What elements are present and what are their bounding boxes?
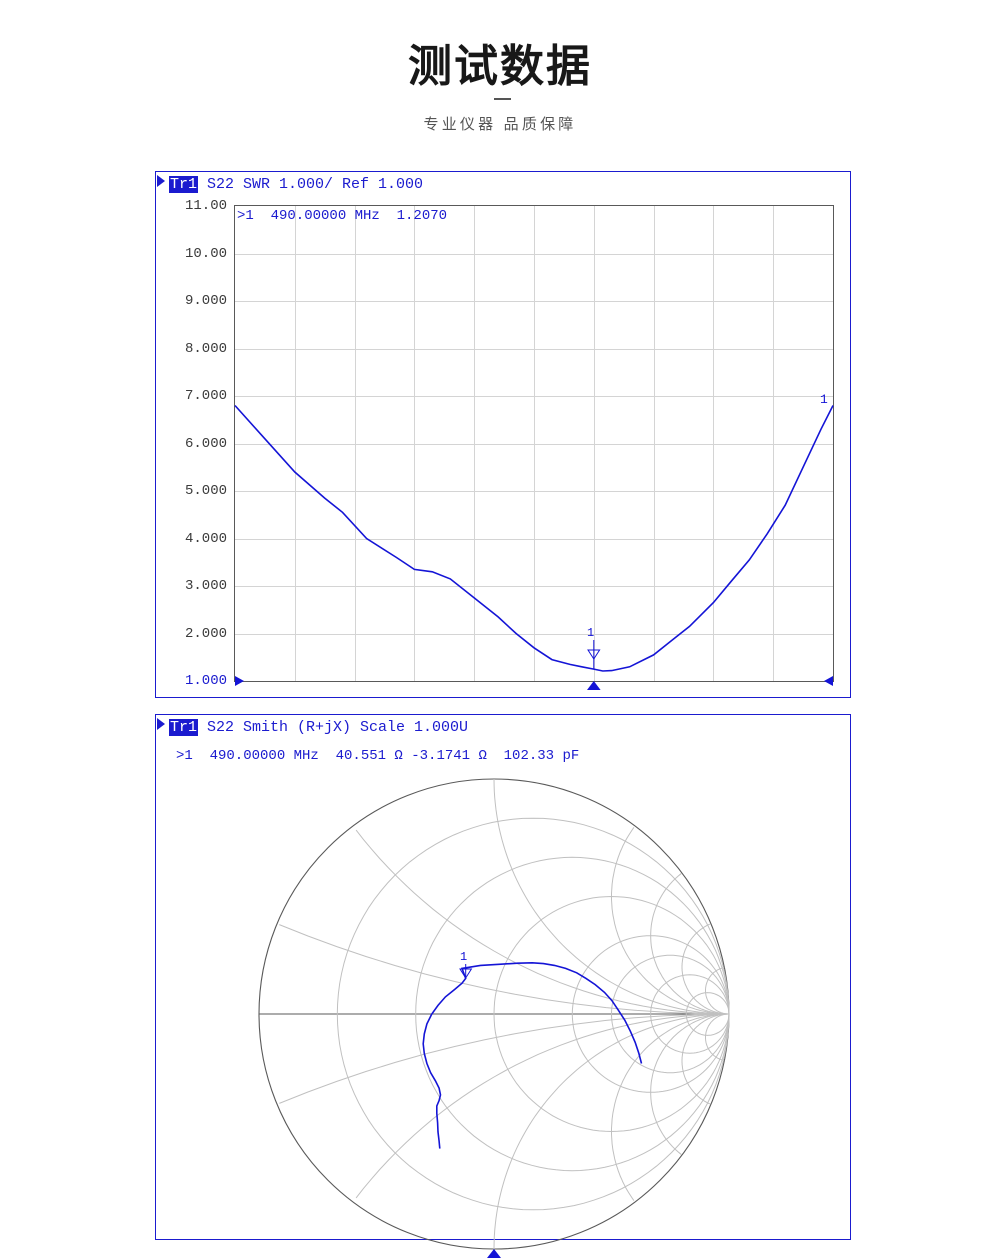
svg-text:1: 1 (460, 950, 467, 964)
svg-text:1: 1 (820, 392, 828, 407)
svg-text:1: 1 (587, 626, 594, 640)
